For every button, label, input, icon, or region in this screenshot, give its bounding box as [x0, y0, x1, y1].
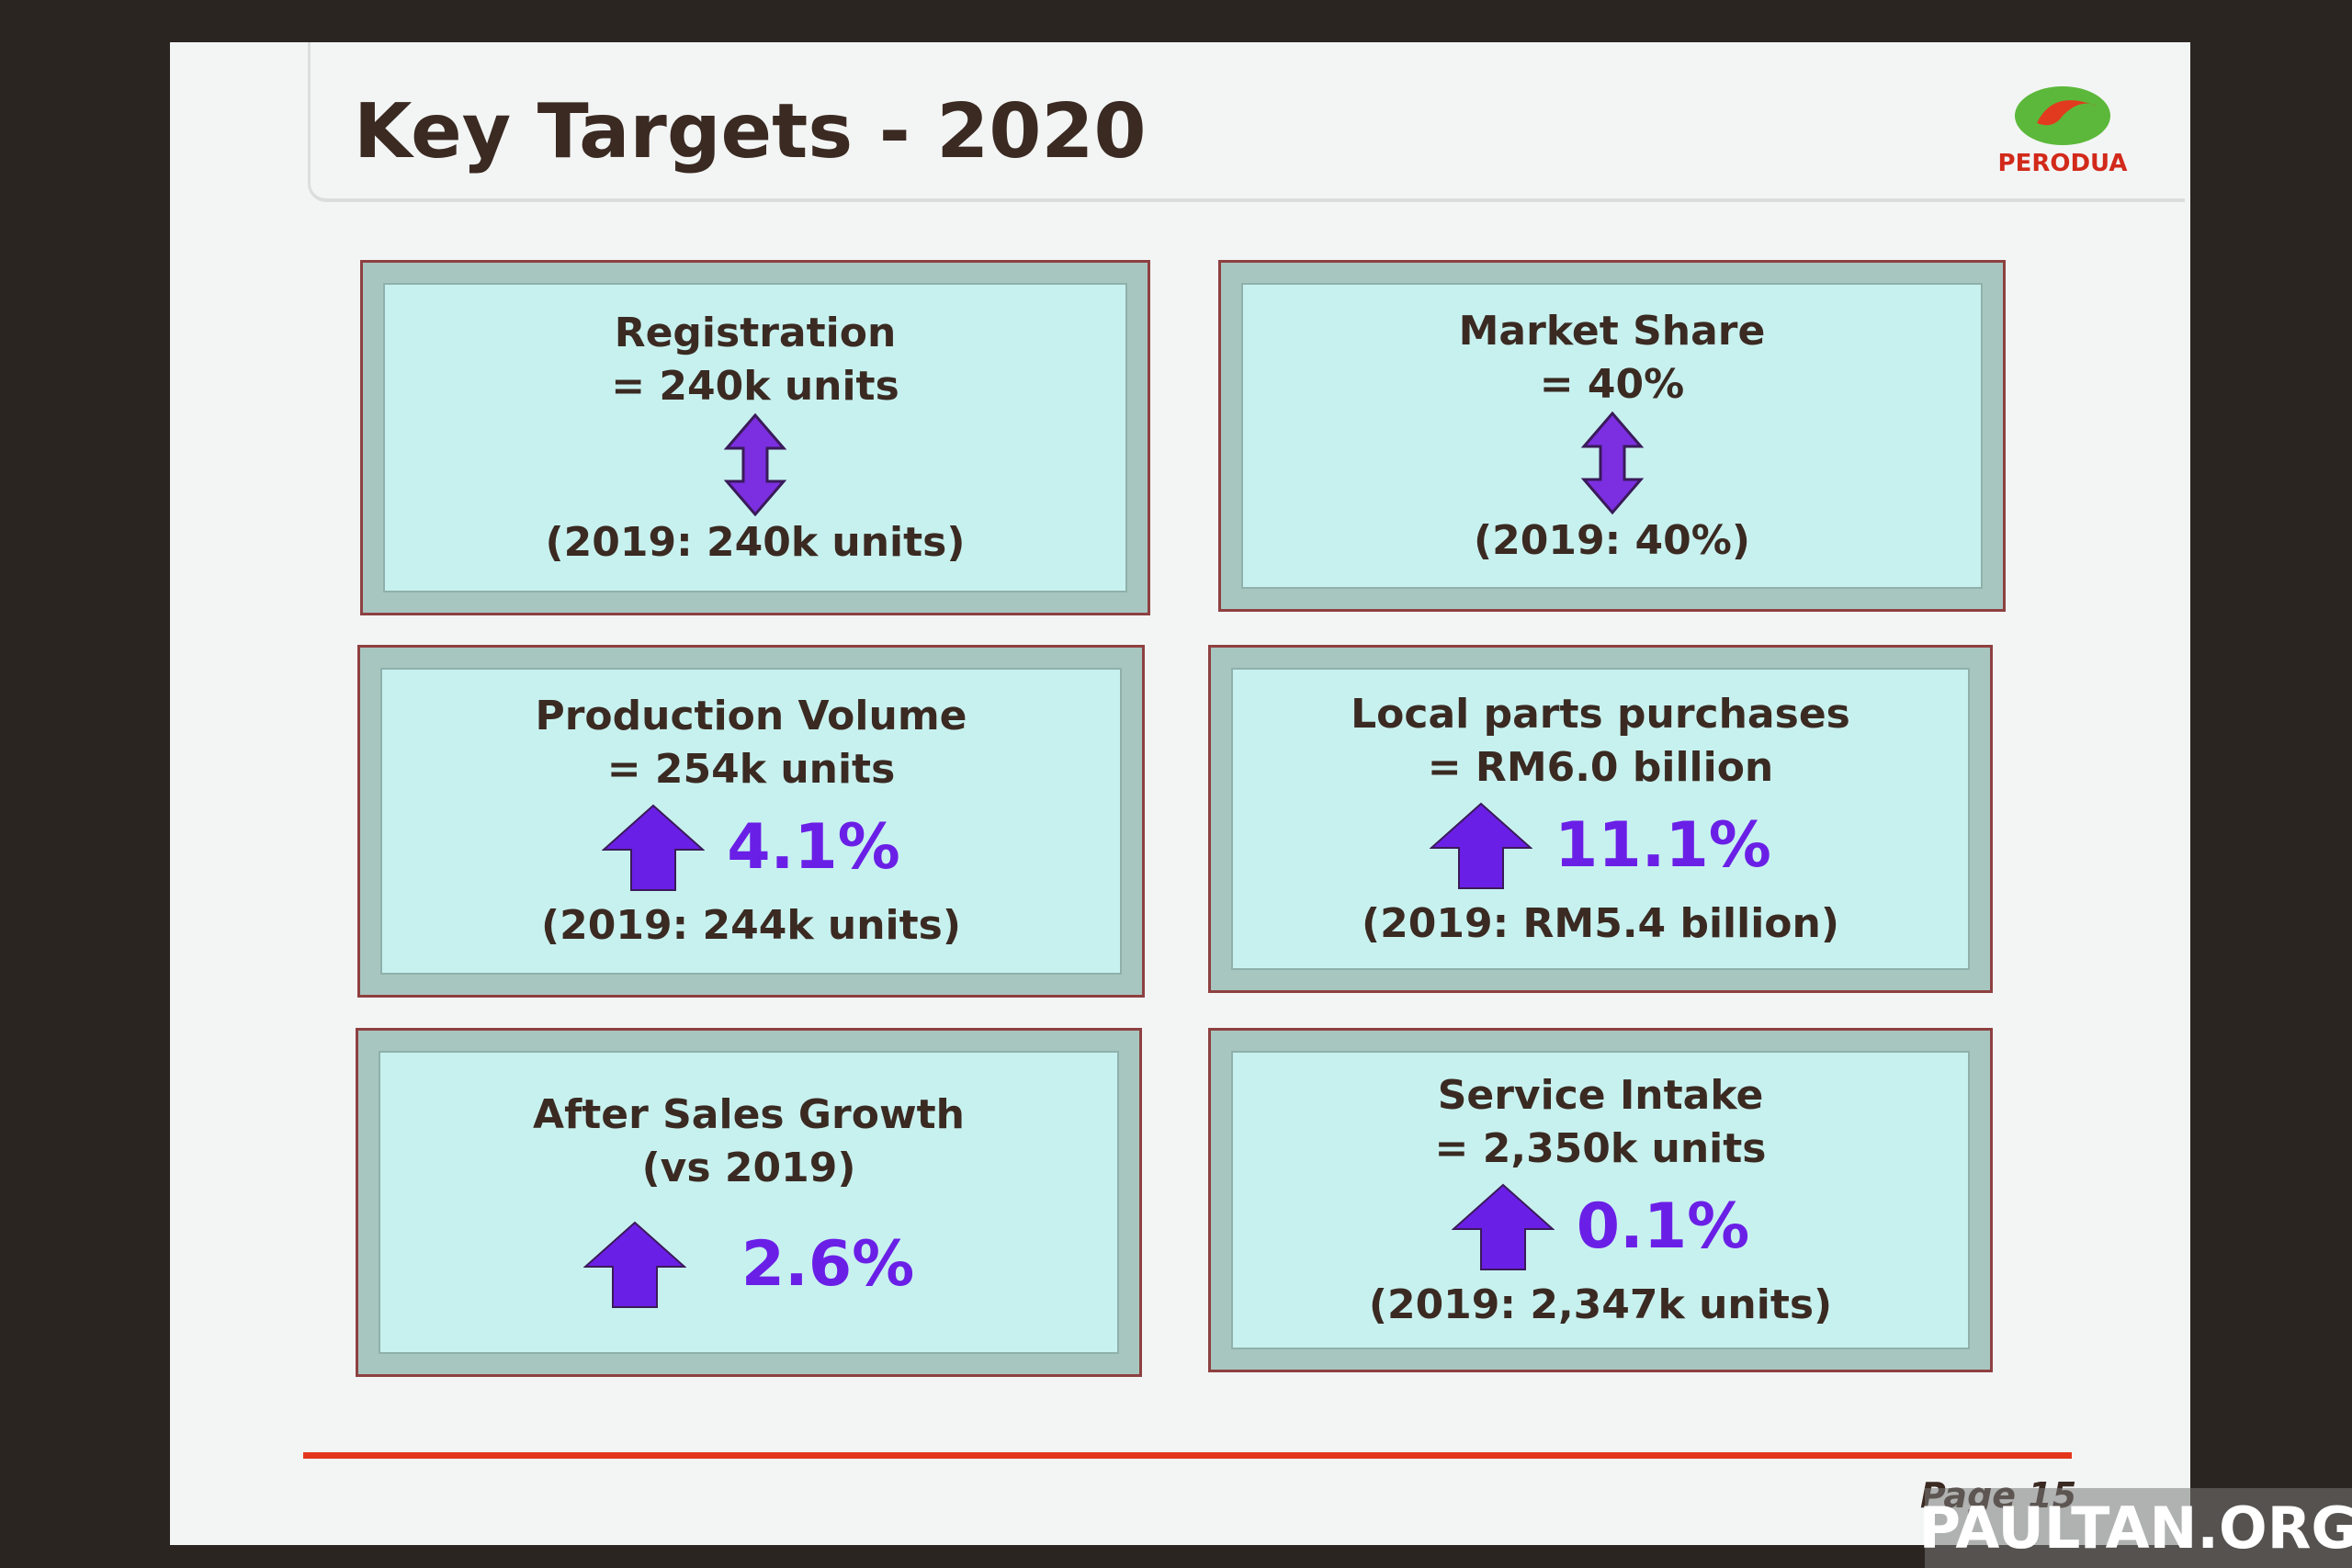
box-target: = 2,350k units	[1434, 1124, 1767, 1172]
box-previous: (2019: 2,347k units)	[1368, 1280, 1833, 1328]
box-previous: (2019: RM5.4 billion)	[1362, 899, 1839, 947]
up-arrow	[1430, 802, 1533, 889]
logo-text: PERODUA	[1998, 150, 2128, 177]
target-box: Local parts purchases = RM6.0 billion 11…	[1208, 645, 1993, 993]
logo-swoosh	[2037, 100, 2098, 126]
change-value: 2.6%	[741, 1228, 915, 1301]
double-arrow	[1580, 411, 1644, 514]
target-box: Market Share = 40% (2019: 40%)	[1218, 260, 2006, 612]
box-title: Production Volume	[535, 693, 967, 739]
up-arrow	[1451, 1183, 1555, 1270]
target-box: Production Volume = 254k units 4.1% (201…	[357, 645, 1145, 998]
double-arrow	[723, 412, 787, 516]
change-row: 11.1%	[1430, 795, 1771, 897]
logo: PERODUA	[1998, 86, 2128, 177]
box-panel: Market Share = 40% (2019: 40%)	[1241, 283, 1983, 589]
target-box: Service Intake = 2,350k units 0.1% (2019…	[1208, 1028, 1993, 1372]
box-subtitle: (vs 2019)	[641, 1145, 856, 1191]
change-value: 0.1%	[1576, 1190, 1750, 1263]
box-panel: Service Intake = 2,350k units 0.1% (2019…	[1231, 1051, 1970, 1349]
box-target: = 254k units	[606, 746, 896, 793]
box-panel: Registration = 240k units (2019: 240k un…	[383, 283, 1127, 592]
up-arrow	[582, 1221, 686, 1308]
box-title: Market Share	[1458, 307, 1766, 355]
target-box: After Sales Growth (vs 2019) 2.6%	[356, 1028, 1142, 1377]
watermark: PAULTAN.ORG	[1919, 1488, 2352, 1568]
box-previous: (2019: 40%)	[1474, 516, 1750, 564]
change-row: 0.1%	[1451, 1176, 1750, 1279]
title-bar	[308, 42, 2185, 202]
divider	[303, 1452, 2072, 1459]
box-panel: Local parts purchases = RM6.0 billion 11…	[1231, 668, 1970, 970]
box-title: After Sales Growth	[533, 1091, 965, 1138]
box-title: Local parts purchases	[1351, 690, 1850, 738]
up-arrow	[602, 804, 706, 891]
box-title: Registration	[614, 309, 897, 356]
change-value: 4.1%	[727, 811, 900, 884]
box-previous: (2019: 240k units)	[545, 518, 966, 566]
box-title: Service Intake	[1437, 1071, 1764, 1119]
box-previous: (2019: 244k units)	[541, 902, 961, 949]
change-value: 11.1%	[1555, 808, 1771, 882]
slide-title: Key Targets - 2020	[354, 88, 1147, 175]
change-row: 4.1%	[602, 796, 900, 899]
box-target: = 40%	[1539, 360, 1685, 408]
box-target: = 240k units	[611, 362, 899, 410]
target-box: Registration = 240k units (2019: 240k un…	[360, 260, 1150, 615]
box-panel: After Sales Growth (vs 2019) 2.6%	[379, 1051, 1119, 1354]
box-panel: Production Volume = 254k units 4.1% (201…	[380, 668, 1122, 975]
change-row: 2.6%	[582, 1213, 915, 1316]
box-target: = RM6.0 billion	[1427, 743, 1774, 791]
